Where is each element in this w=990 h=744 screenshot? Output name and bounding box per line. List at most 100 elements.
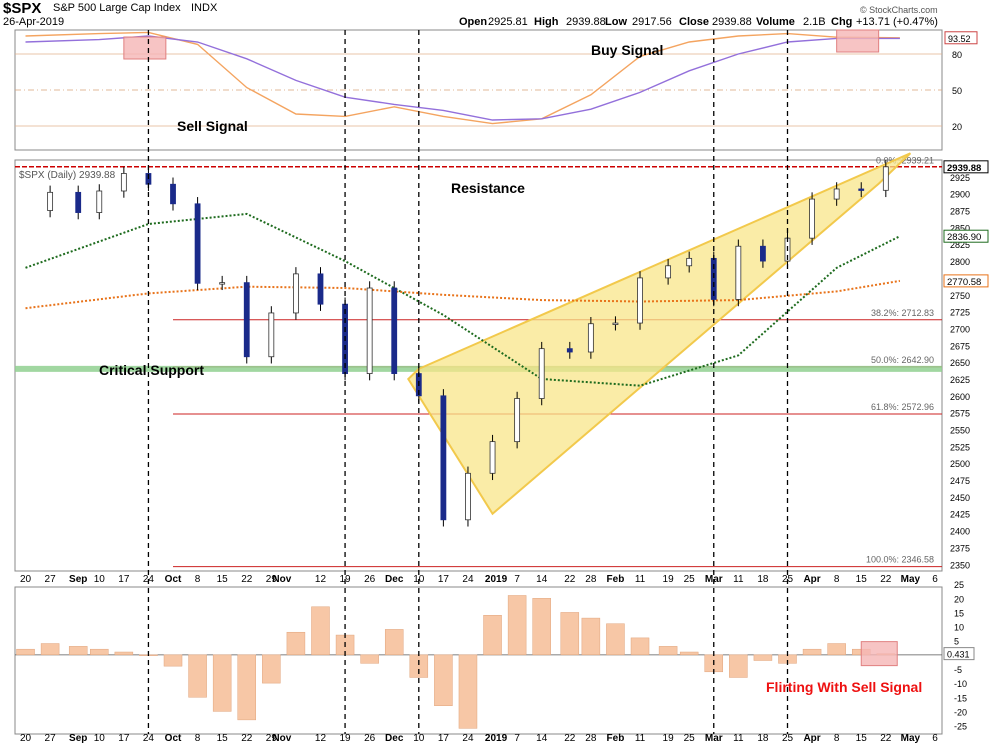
momentum-bar (237, 654, 256, 721)
x-tick-label: 29 (266, 733, 278, 744)
momentum-bar (827, 643, 846, 656)
momentum-current-value: 0.431 (947, 650, 970, 660)
candle-body (170, 183, 176, 205)
momentum-bar (409, 654, 429, 678)
open-value: 2925.81 (488, 16, 528, 28)
momentum-bar (679, 651, 699, 656)
price-value-label: 2770.58 (947, 277, 981, 288)
x-tick-label: 27 (45, 733, 57, 744)
x-tick-label: 19 (340, 574, 352, 585)
x-tick-label: 25 (782, 733, 794, 744)
x-tick-label: 28 (585, 733, 597, 744)
momentum-bar (286, 631, 306, 656)
x-tick-label: 26 (364, 574, 376, 585)
x-tick-label: 10 (94, 574, 106, 585)
buy-signal-box (836, 29, 880, 53)
momentum-bar (262, 654, 281, 684)
momentum-bar (802, 648, 822, 656)
momentum-bar (507, 595, 527, 656)
symbol: $SPX (3, 0, 42, 17)
description: S&P 500 Large Cap Index (53, 2, 181, 14)
momentum-tick-label: -5 (954, 665, 962, 675)
momentum-tick-label: 10 (954, 623, 964, 633)
x-tick-label: 19 (340, 733, 352, 744)
stochastic-line-1 (25, 31, 900, 125)
x-tick-label: 12 (315, 574, 327, 585)
stochastic-current-value: 93.52 (948, 34, 971, 44)
x-tick-label: 20 (20, 574, 32, 585)
momentum-bar (483, 615, 502, 656)
buy-signal-label: Buy Signal (591, 42, 663, 58)
candle-body (391, 287, 398, 374)
low-label: Low (605, 16, 627, 28)
x-tick-label: Sep (69, 733, 87, 744)
x-tick-label: 22 (880, 574, 892, 585)
volume-value: 2.1B (803, 16, 826, 28)
sell-signal-warning-box (860, 641, 898, 667)
x-tick-label: 22 (241, 574, 253, 585)
x-tick-label: 18 (757, 574, 769, 585)
momentum-bar (90, 648, 109, 656)
x-tick-label: 6 (932, 733, 938, 744)
x-tick-label: Apr (803, 733, 820, 744)
price-tick-label: 2400 (950, 527, 970, 537)
x-tick-label: 28 (585, 574, 597, 585)
x-tick-label: 15 (217, 733, 229, 744)
x-tick-label: 8 (834, 733, 840, 744)
candle-body (514, 398, 521, 443)
x-tick-label: 24 (462, 733, 474, 744)
x-tick-label: 25 (684, 574, 696, 585)
x-tick-label: 15 (856, 574, 868, 585)
x-tick-label: Dec (385, 574, 404, 585)
price-tick-label: 2650 (950, 358, 970, 368)
candle-body (637, 277, 643, 324)
x-tick-label: 2019 (485, 574, 508, 585)
x-tick-label: 29 (266, 574, 278, 585)
stochastic-tick-label: 80 (952, 50, 962, 60)
x-tick-label: 12 (315, 733, 327, 744)
momentum-bar (188, 654, 207, 698)
price-tick-label: 2675 (950, 341, 970, 351)
x-tick-label: Feb (607, 574, 625, 585)
momentum-bar (384, 629, 404, 656)
x-tick-label: Nov (272, 574, 291, 585)
x-tick-label: 7 (514, 574, 520, 585)
price-tick-label: 2875 (950, 207, 970, 217)
x-tick-label: 11 (733, 733, 744, 744)
x-tick-label: 19 (663, 733, 675, 744)
price-tick-label: 2575 (950, 409, 970, 419)
x-tick-label: 15 (217, 574, 229, 585)
price-title: $SPX (Daily) 2939.88 (19, 170, 116, 181)
x-tick-label: 17 (118, 733, 130, 744)
price-tick-label: 2475 (950, 476, 970, 486)
x-tick-label: May (901, 733, 921, 744)
momentum-tick-label: -15 (954, 693, 967, 703)
x-tick-label: Sep (69, 574, 87, 585)
x-tick-label: 24 (462, 574, 474, 585)
x-tick-label: 11 (635, 574, 646, 585)
candle-body (219, 282, 226, 285)
momentum-bar (532, 598, 551, 656)
x-tick-label: Oct (165, 574, 182, 585)
high-value: 2939.88 (566, 16, 606, 28)
moving-average-2 (25, 279, 901, 310)
momentum-bar (560, 612, 580, 656)
x-tick-label: 19 (663, 574, 675, 585)
price-value-box (943, 274, 989, 288)
x-tick-label: 11 (635, 733, 646, 744)
price-value-label: 2836.90 (947, 232, 981, 243)
momentum-tick-label: 5 (954, 637, 959, 647)
fib-label: 50.0%: 2642.90 (871, 355, 934, 365)
stochastic-value-box (944, 31, 978, 45)
momentum-bar (311, 606, 330, 656)
x-tick-label: 14 (536, 733, 548, 744)
x-tick-label: 10 (413, 574, 425, 585)
candle-body (882, 166, 889, 191)
x-tick-label: 8 (195, 733, 201, 744)
candle-body (268, 312, 275, 358)
momentum-bar (40, 643, 60, 656)
momentum-bar (729, 654, 748, 678)
x-tick-label: 22 (564, 574, 576, 585)
